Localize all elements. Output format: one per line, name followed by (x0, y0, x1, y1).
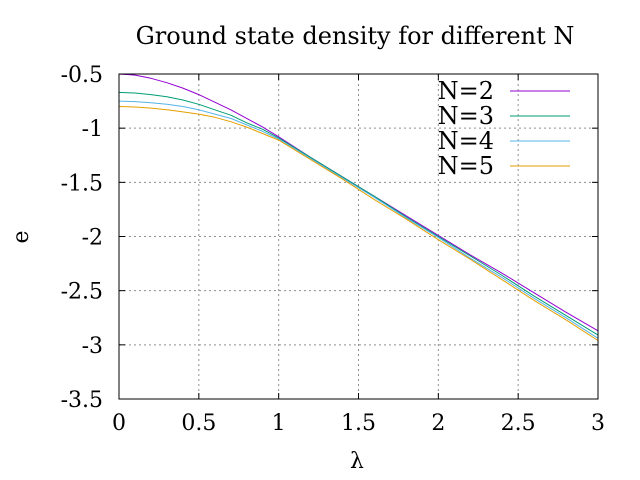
x-tick-label: 1 (272, 411, 286, 436)
x-tick-label: 1.5 (341, 411, 376, 436)
legend-label: N=4 (438, 127, 494, 155)
x-tick-label: 2.5 (501, 411, 536, 436)
chart-title: Ground state density for different N (136, 22, 575, 50)
legend-label: N=5 (438, 152, 494, 180)
legend-label: N=2 (438, 77, 494, 105)
series-line-n-5 (118, 106, 599, 341)
x-axis-label: λ (350, 449, 364, 474)
series-line-n-3 (118, 91, 599, 336)
y-axis-label: e (9, 230, 34, 243)
grid-lines (119, 74, 598, 399)
series-line-n-4 (118, 100, 599, 339)
series-line-n-2 (118, 73, 599, 332)
series-lines (118, 73, 599, 341)
x-tick-label: 2 (431, 411, 445, 436)
axis-ticks: 0 0.5 1 1.5 2 2.5 3 -0.5 -1 -1.5 -2 -2.5 -3 -3.5 (61, 63, 605, 436)
x-tick-label: 3 (591, 411, 605, 436)
legend-label: N=3 (438, 102, 494, 130)
y-tick-label: -0.5 (61, 63, 103, 88)
legend: N=2N=3N=4N=5 (438, 77, 570, 180)
y-tick-label: -3 (82, 334, 103, 359)
y-tick-label: -1.5 (61, 171, 103, 196)
x-tick-label: 0 (112, 411, 126, 436)
y-tick-label: -1 (82, 117, 103, 142)
y-tick-label: -3.5 (61, 388, 103, 413)
x-tick-label: 0.5 (181, 411, 216, 436)
y-tick-label: -2.5 (61, 280, 103, 305)
y-tick-label: -2 (82, 226, 103, 251)
